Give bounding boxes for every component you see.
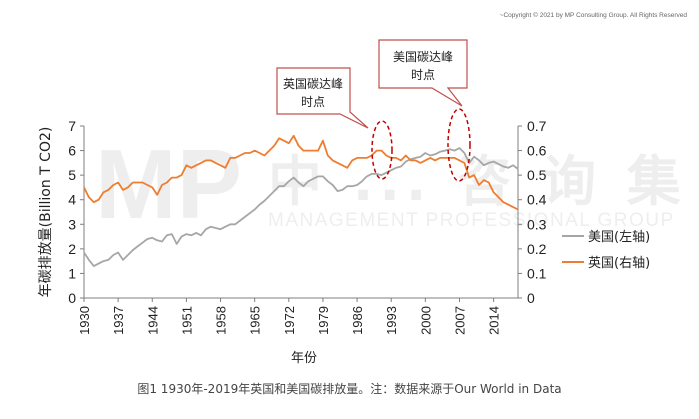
right-tick-label: 0.5	[527, 167, 547, 183]
x-tick-label: 1930	[77, 306, 92, 335]
x-tick-label: 1951	[179, 306, 194, 335]
left-tick-label: 1	[68, 265, 76, 281]
right-tick-label: 0	[527, 290, 535, 306]
legend-label-us: 美国(左轴)	[588, 230, 650, 245]
left-tick-label: 6	[68, 143, 76, 159]
right-tick-label: 0.4	[527, 192, 547, 208]
watermark-en: MANAGEMENT PROFESSIONAL GROUP	[268, 210, 675, 231]
legend-label-uk: 英国(右轴)	[588, 256, 650, 271]
x-axis-ticks: 1930 1937 1944 1951 1958 1965 1972 1979 1986 1993…	[77, 298, 502, 335]
left-tick-label: 7	[68, 118, 76, 134]
callout-us-line1: 美国碳达峰	[393, 50, 453, 64]
x-tick-label: 1993	[384, 306, 399, 335]
callout-uk-line2: 时点	[301, 95, 325, 109]
series-line-uk	[83, 134, 519, 211]
axes	[83, 126, 519, 299]
callout-us-line2: 时点	[411, 68, 435, 82]
right-tick-label: 0.6	[527, 143, 547, 159]
x-tick-label: 1979	[316, 306, 331, 335]
figure-caption: 图1 1930年-2019年英国和美国碳排放量。注：数据来源于Our World…	[137, 382, 562, 396]
x-tick-label: 1944	[145, 306, 160, 335]
left-axis-ticks: 0 1 2 3 4 5 6 7	[68, 118, 84, 306]
watermark: MP 中 ... 咨 询 集 团 MANAGEMENT PROFESSIONAL…	[95, 129, 699, 239]
x-tick-label: 1965	[248, 306, 263, 335]
x-tick-label: 2007	[452, 306, 467, 335]
right-tick-label: 0.7	[527, 118, 547, 134]
left-tick-label: 0	[68, 290, 76, 306]
legend: 美国(左轴) 英国(右轴)	[562, 230, 650, 271]
series-line-us	[83, 147, 519, 268]
right-tick-label: 0.3	[527, 216, 547, 232]
x-tick-label: 2014	[487, 306, 502, 335]
callout-us-peak: 美国碳达峰 时点	[378, 39, 468, 107]
x-tick-label: 2000	[418, 306, 433, 335]
right-axis-ticks: 0 0.1 0.2 0.3 0.4 0.5 0.6 0.7	[518, 118, 547, 306]
right-tick-label: 0.1	[527, 265, 547, 281]
us-peak-marker	[447, 108, 471, 182]
right-tick-label: 0.2	[527, 241, 547, 257]
callout-uk-peak: 英国碳达峰 时点	[276, 67, 369, 129]
x-tick-label: 1937	[111, 306, 126, 335]
series-lines	[83, 134, 519, 268]
copyright-text: ~Copyright © 2021 by MP Consulting Group…	[499, 12, 687, 19]
x-tick-label: 1986	[350, 306, 365, 335]
left-tick-label: 3	[68, 216, 76, 232]
uk-peak-marker	[371, 120, 393, 180]
left-tick-label: 5	[68, 167, 76, 183]
x-tick-label: 1958	[214, 306, 229, 335]
x-axis-title: 年份	[291, 351, 317, 366]
left-tick-label: 2	[68, 241, 76, 257]
x-tick-label: 1972	[282, 306, 297, 335]
callout-uk-line1: 英国碳达峰	[283, 77, 343, 91]
y-axis-title: 年碳排放量(Billion T CO2)	[38, 127, 54, 298]
left-tick-label: 4	[68, 192, 76, 208]
